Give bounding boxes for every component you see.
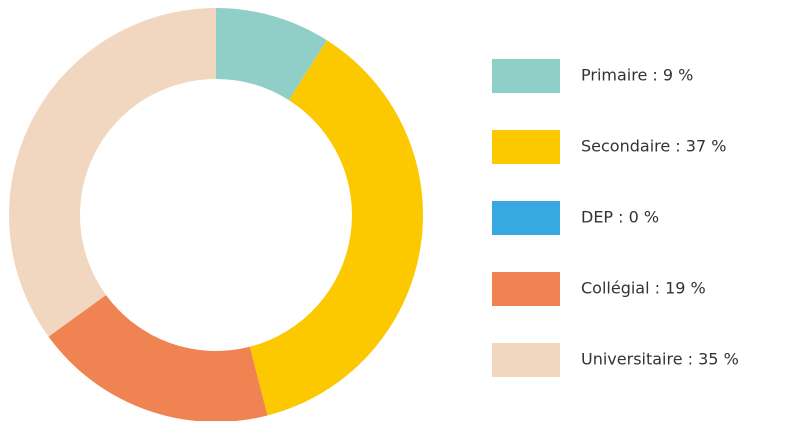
legend-label: Primaire : 9 % (581, 66, 693, 85)
legend-swatch (492, 59, 560, 93)
legend-label: Universitaire : 35 % (581, 350, 739, 369)
legend-swatch (492, 201, 560, 235)
legend-label: DEP : 0 % (581, 208, 659, 227)
donut-slice (48, 294, 268, 421)
legend-label: Collégial : 19 % (581, 279, 706, 298)
legend-swatch (492, 272, 560, 306)
donut-slice (9, 8, 216, 337)
legend-swatch (492, 343, 560, 377)
donut-slice (249, 40, 423, 416)
legend-label: Secondaire : 37 % (581, 137, 726, 156)
legend-swatch (492, 130, 560, 164)
donut-slice (216, 8, 327, 101)
